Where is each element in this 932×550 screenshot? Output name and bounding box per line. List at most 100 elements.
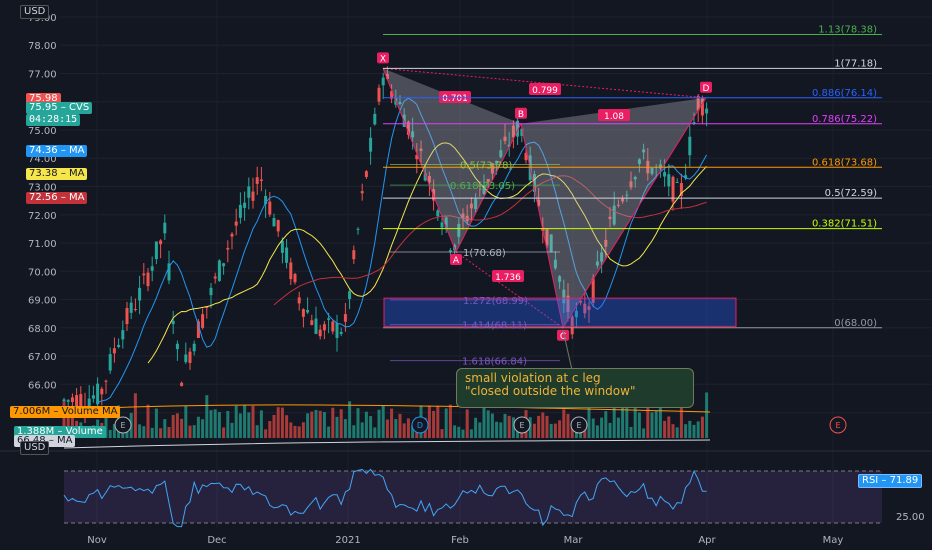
- fib-level-label: 0.5(72.59): [825, 188, 877, 199]
- annotation-note[interactable]: small violation at c leg "closed outside…: [456, 368, 694, 408]
- candle-body: [495, 160, 499, 164]
- time-tick-label: Feb: [451, 535, 469, 546]
- candle-body: [499, 150, 503, 158]
- volume-bar: [247, 412, 251, 438]
- volume-bar: [696, 421, 700, 438]
- volume-bar: [646, 407, 650, 438]
- candle-body: [423, 173, 427, 181]
- volume-bar: [264, 429, 268, 438]
- candle-body: [558, 276, 562, 282]
- volume-bar: [398, 413, 402, 438]
- volume-bar: [537, 415, 541, 438]
- candle-body: [285, 247, 289, 263]
- candle-body: [600, 252, 604, 262]
- volume-bar: [675, 427, 679, 438]
- candle-body: [377, 87, 381, 102]
- candle-body: [255, 177, 259, 184]
- candle-body: [469, 203, 473, 209]
- volume-bar: [465, 409, 469, 438]
- candle-body: [679, 183, 683, 196]
- volume-bar: [322, 412, 326, 438]
- volume-bar: [133, 393, 137, 438]
- candle-body: [180, 382, 184, 387]
- candle-body: [381, 77, 385, 86]
- candle-body: [566, 295, 570, 313]
- volume-bar: [684, 424, 688, 438]
- volume-value: 1.388M: [17, 426, 55, 437]
- volume-bar: [327, 426, 331, 438]
- volume-bar: [528, 417, 532, 438]
- candle-body: [671, 176, 675, 202]
- annotation-pointer: [562, 329, 573, 371]
- candle-body: [516, 120, 520, 137]
- volume-bar: [272, 414, 276, 438]
- volume-bar: [490, 413, 494, 438]
- volume-bar: [558, 420, 562, 438]
- volume-bar: [222, 427, 226, 438]
- volume-bar: [486, 410, 490, 438]
- volume-bar: [268, 421, 272, 438]
- volume-bar: [192, 425, 196, 438]
- candle-body: [427, 175, 431, 183]
- candle-body: [364, 171, 368, 177]
- volume-bar: [385, 419, 389, 438]
- candle-body: [406, 121, 410, 135]
- volume-bar: [255, 425, 259, 438]
- pattern-point-label: A: [453, 256, 460, 266]
- volume-bar: [188, 425, 192, 438]
- candle-body: [625, 194, 629, 196]
- volume-bar: [499, 422, 503, 438]
- event-marker-label: E: [576, 421, 581, 430]
- price-tick-label: 68.00: [28, 324, 57, 335]
- candle-body: [243, 202, 247, 208]
- candle-body: [175, 343, 179, 350]
- candle-body: [507, 144, 511, 147]
- volume-bar: [616, 417, 620, 438]
- price-tick-label: 74.00: [28, 154, 57, 165]
- volume-bar: [159, 428, 163, 438]
- volume-ma-label: Volume MA: [61, 406, 118, 417]
- candle-body: [272, 218, 276, 227]
- event-marker: [570, 416, 588, 434]
- candle-body: [675, 181, 679, 183]
- volume-bar: [679, 407, 683, 438]
- candle-body: [70, 397, 74, 402]
- volume-bar: [507, 415, 511, 438]
- candle-body: [318, 329, 322, 337]
- volume-bar: [549, 423, 553, 438]
- candle-body: [213, 276, 217, 279]
- candle-body: [104, 380, 108, 382]
- currency-label: USD: [20, 5, 50, 19]
- event-marker: [411, 416, 429, 434]
- volume-ma-value: 7.006M: [13, 406, 51, 417]
- candle-body: [276, 220, 280, 232]
- candle-body: [663, 172, 667, 177]
- volume-bar: [373, 427, 377, 438]
- candle-body: [96, 383, 100, 405]
- volume-bar: [692, 424, 696, 438]
- time-axis[interactable]: Nov Dec 2021 Feb Mar Apr May: [87, 535, 843, 546]
- candle-body: [486, 178, 490, 182]
- volume-bar: [217, 411, 221, 438]
- volume-bar: [142, 426, 146, 438]
- volume-bar: [352, 425, 356, 438]
- volume-bar: [629, 426, 633, 438]
- candle-body: [154, 241, 158, 260]
- volume-bar: [301, 422, 305, 438]
- volume-bar: [469, 429, 473, 438]
- candle-body: [125, 308, 129, 325]
- candle-body: [327, 318, 331, 320]
- volume-bar: [167, 427, 171, 438]
- candle-body: [159, 240, 163, 245]
- candle-body: [474, 199, 478, 210]
- candle-body: [461, 213, 465, 220]
- candle-body: [280, 240, 284, 253]
- pattern-ratio-label: 0.701: [442, 94, 468, 104]
- price-axis[interactable]: 79.0078.0077.0076.0075.0074.0073.0072.00…: [28, 13, 57, 420]
- volume-bar: [658, 406, 662, 438]
- candle-body: [238, 204, 242, 218]
- candle-body: [667, 174, 671, 187]
- volume-bar: [390, 408, 394, 438]
- candle-body: [100, 388, 104, 395]
